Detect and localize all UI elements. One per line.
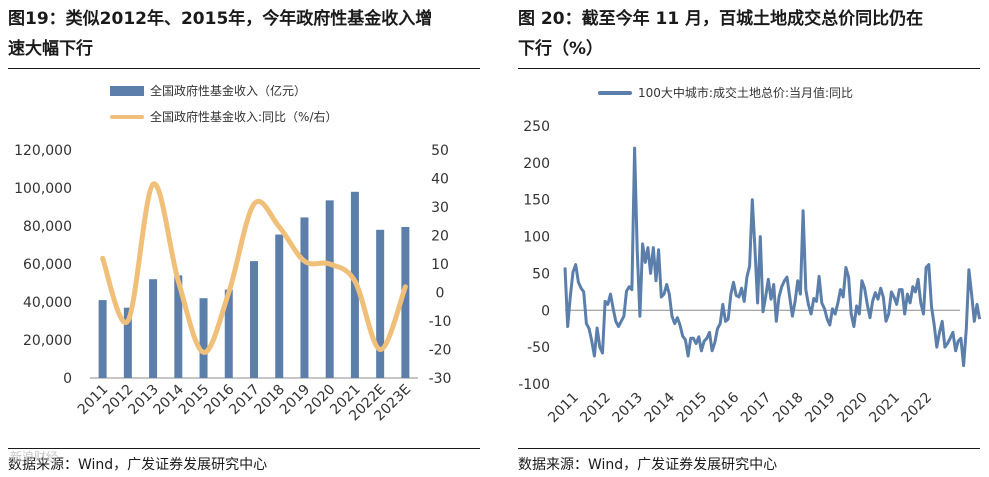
right-source-rule bbox=[518, 448, 980, 449]
right-title-line-1: 图 20：截至今年 11 月，百城土地成交总价同比仍在 bbox=[518, 9, 924, 29]
right-x-tick-label: 2018 bbox=[770, 390, 807, 427]
right-y-tick-label: -30 bbox=[429, 371, 452, 387]
right-x-tick-label: 2021 bbox=[866, 390, 903, 427]
right-legend-item: 100大中城市:成交土地总价:当月值:同比 bbox=[598, 84, 853, 101]
left-legend-item-bar: 全国政府性基金收入（亿元） bbox=[110, 82, 306, 99]
right-y-tick-label: 30 bbox=[431, 200, 449, 216]
right-x-tick-label: 2012 bbox=[577, 390, 614, 427]
right-chart-svg: -100-50050100150200250201120122013201420… bbox=[518, 119, 982, 427]
left-title-line-2: 速大幅下行 bbox=[8, 39, 93, 59]
right-x-tick-label: 2020 bbox=[834, 390, 871, 427]
revenue-bar bbox=[275, 234, 284, 378]
left-source: 数据来源：Wind，广发证券发展研究中心 bbox=[8, 457, 268, 473]
right-y-tick-label: 20 bbox=[431, 229, 449, 245]
right-x-tick-label: 2019 bbox=[802, 390, 839, 427]
right-x-tick-label: 2016 bbox=[706, 389, 743, 426]
left-title-line-1: 图19：类似2012年、2015年，今年政府性基金收入增 bbox=[8, 9, 433, 29]
right-legend-label: 100大中城市:成交土地总价:当月值:同比 bbox=[638, 86, 854, 100]
right-y-tick-label: 50 bbox=[532, 266, 550, 282]
revenue-bar bbox=[224, 289, 233, 378]
revenue-bar bbox=[401, 226, 410, 378]
revenue-bar bbox=[123, 307, 132, 378]
right-x-tick-label: 2022 bbox=[899, 390, 936, 427]
right-y-tick-label: 150 bbox=[523, 193, 550, 209]
right-title-line-2: 下行（%） bbox=[518, 39, 604, 59]
right-y-tick-label: 50 bbox=[431, 143, 449, 159]
right-y-tick-label: 100 bbox=[523, 230, 550, 246]
left-y-tick-label: 0 bbox=[63, 371, 72, 387]
right-y-tick-label: 250 bbox=[523, 119, 550, 135]
right-x-tick-label: 2017 bbox=[738, 390, 775, 427]
left-chart-panel: 图19：类似2012年、2015年，今年政府性基金收入增 速大幅下行 全国政府性… bbox=[0, 0, 490, 477]
right-y-tick-label: 200 bbox=[523, 156, 550, 172]
revenue-bar bbox=[376, 229, 385, 378]
yoy-growth-line bbox=[100, 181, 408, 355]
right-y-tick-label: 0 bbox=[436, 286, 445, 302]
right-source: 数据来源：Wind，广发证券发展研究中心 bbox=[518, 457, 778, 473]
left-chart-title: 图19：类似2012年、2015年，今年政府性基金收入增 速大幅下行 bbox=[8, 4, 478, 64]
left-source-rule bbox=[8, 448, 480, 449]
bar-legend-swatch bbox=[110, 85, 144, 96]
revenue-bar bbox=[325, 200, 334, 378]
left-y-tick-label: 20,000 bbox=[23, 333, 72, 349]
right-x-tick-label: 2015 bbox=[674, 390, 711, 427]
right-title-rule bbox=[518, 68, 980, 69]
right-y-tick-label: -10 bbox=[429, 314, 452, 330]
revenue-bar bbox=[300, 217, 309, 378]
right-y-tick-label: -50 bbox=[527, 340, 550, 356]
right-y-tick-label: -20 bbox=[429, 343, 452, 359]
left-y-tick-label: 60,000 bbox=[23, 257, 72, 273]
revenue-bar bbox=[98, 300, 107, 378]
right-y-tick-label: 10 bbox=[431, 257, 449, 273]
revenue-bar bbox=[174, 275, 183, 378]
left-y-tick-label: 80,000 bbox=[23, 219, 72, 235]
left-y-tick-label: 40,000 bbox=[23, 295, 72, 311]
right-y-tick-label: 40 bbox=[431, 172, 449, 188]
right-y-tick-label: -100 bbox=[518, 377, 550, 393]
right-legend-swatch bbox=[598, 90, 632, 95]
watermark-logo: 新浪财经 bbox=[10, 450, 59, 464]
revenue-bar bbox=[199, 298, 208, 378]
left-title-rule bbox=[8, 68, 480, 69]
revenue-bar bbox=[250, 261, 258, 378]
right-x-tick-label: 2013 bbox=[610, 390, 647, 427]
right-x-tick-label: 2014 bbox=[642, 389, 679, 426]
left-legend-label-line: 全国政府性基金收入:同比（%/右） bbox=[150, 110, 338, 124]
revenue-bar bbox=[149, 279, 158, 378]
left-y-tick-label: 120,000 bbox=[14, 143, 72, 159]
left-chart-svg: 0 20,000 40,000 60,000 80,000 100,000 120,000 -… bbox=[14, 143, 452, 424]
right-chart-panel: 图 20：截至今年 11 月，百城土地成交总价同比仍在 下行（%） 100大中城… bbox=[510, 0, 989, 477]
left-legend-label-bar: 全国政府性基金收入（亿元） bbox=[150, 84, 307, 98]
right-x-tick-label: 2011 bbox=[545, 390, 582, 427]
line-legend-swatch bbox=[110, 114, 144, 119]
left-y-tick-label: 100,000 bbox=[14, 181, 72, 197]
right-chart-title: 图 20：截至今年 11 月，百城土地成交总价同比仍在 下行（%） bbox=[518, 4, 988, 64]
land-price-yoy-line bbox=[563, 146, 982, 368]
left-legend-item-line: 全国政府性基金收入:同比（%/右） bbox=[110, 108, 338, 125]
right-y-tick-label: 0 bbox=[541, 303, 550, 319]
